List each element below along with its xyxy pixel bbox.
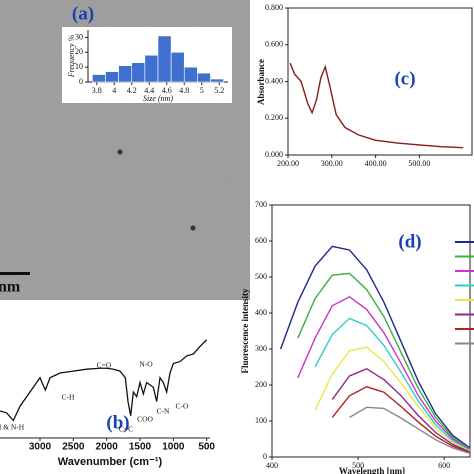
y-tick-label: 100 <box>255 416 267 425</box>
annotation: C-N <box>157 407 171 416</box>
data-line <box>289 62 464 149</box>
y-axis-label: Frequency % <box>67 34 76 78</box>
panel-label: (b) <box>106 412 129 433</box>
particle <box>117 149 123 155</box>
y-tick-label: 20 <box>75 47 83 56</box>
x-tick-label: 300.00 <box>321 159 343 168</box>
y-tick-label: 10 <box>75 62 83 71</box>
y-tick-label: 30 <box>75 32 83 41</box>
y-tick-label: 300 <box>255 344 267 353</box>
data-line <box>297 295 471 451</box>
annotation: C=O <box>97 361 112 370</box>
y-tick-label: 200 <box>255 380 267 389</box>
x-tick-label: 4.8 <box>179 86 189 95</box>
histogram-bar <box>170 51 185 83</box>
x-tick-label: 5 <box>200 86 204 95</box>
x-tick-label: 4.2 <box>127 86 137 95</box>
y-tick-label: 500 <box>255 272 267 281</box>
data-line <box>314 346 471 452</box>
y-tick-label: 600 <box>255 236 267 245</box>
x-tick-label: 3.8 <box>92 86 102 95</box>
y-tick-label: 0 <box>263 452 267 461</box>
y-axis-label: Absorbance <box>256 59 266 105</box>
x-tick-label: 500 <box>198 442 215 453</box>
y-tick-label: 400 <box>255 308 267 317</box>
annotation: C-H <box>62 393 76 402</box>
histogram-bar <box>183 66 198 83</box>
x-tick-label: 4.4 <box>144 86 154 95</box>
x-axis-label: Wavelength [nm] <box>339 466 405 474</box>
histogram-bar <box>131 62 146 83</box>
data-line <box>349 406 471 455</box>
x-tick-label: 4.6 <box>162 86 172 95</box>
x-tick-label: 500 <box>352 461 364 470</box>
plot-frame <box>271 204 471 458</box>
y-tick-label: 0.000 <box>265 150 283 159</box>
x-tick-label: 4 <box>112 86 116 95</box>
y-tick-label: 700 <box>255 200 267 209</box>
x-tick-label: 200.00 <box>277 159 299 168</box>
data-line <box>331 386 471 454</box>
data-line <box>0 339 208 422</box>
x-tick-label: 2000 <box>96 442 119 453</box>
x-tick-label: 3000 <box>29 442 52 453</box>
x-tick-label: 1500 <box>129 442 152 453</box>
histogram-bar <box>144 54 159 83</box>
data-line <box>331 368 471 453</box>
scale-bar <box>0 272 30 275</box>
x-tick-label: 600 <box>438 461 450 470</box>
annotation: N-O <box>139 360 153 369</box>
annotation: H & N-H <box>0 423 25 432</box>
y-tick-label: 0.200 <box>265 113 283 122</box>
data-line <box>314 317 471 452</box>
x-axis-label: Size (nm) <box>143 94 173 103</box>
data-line <box>279 245 471 449</box>
plot-frame <box>287 7 473 156</box>
panel-label: (a) <box>72 3 94 24</box>
histogram-bar <box>118 65 133 83</box>
x-tick-label: 500.00 <box>408 159 430 168</box>
x-tick-label: 400.00 <box>365 159 387 168</box>
annotation: C=C <box>119 425 133 434</box>
x-axis-label: Wavenumber (cm⁻¹) <box>58 456 163 468</box>
y-tick-label: 0 <box>79 77 83 86</box>
x-tick-label: 5.2 <box>214 86 224 95</box>
particle <box>190 225 196 231</box>
histogram-bar <box>210 78 224 83</box>
x-tick-label: 2500 <box>62 442 85 453</box>
scale-label: nm <box>0 279 21 296</box>
y-tick-label: 0.800 <box>265 3 283 12</box>
x-tick-label: 1000 <box>162 442 185 453</box>
x-tick-label: 400 <box>266 461 278 470</box>
annotation: C-O <box>176 402 190 411</box>
data-line <box>297 272 471 450</box>
histogram-bar <box>105 71 119 83</box>
y-tick-label: 0.600 <box>265 40 283 49</box>
histogram-bar <box>92 74 106 83</box>
panel-label: (c) <box>394 68 415 89</box>
y-tick-label: 0.400 <box>265 76 283 85</box>
y-axis-label: Fluorescence intensity <box>240 288 250 374</box>
annotation: COO <box>137 415 153 424</box>
panel-label: (d) <box>398 231 421 252</box>
histogram-bar <box>157 35 172 83</box>
histogram-bar <box>197 72 211 83</box>
